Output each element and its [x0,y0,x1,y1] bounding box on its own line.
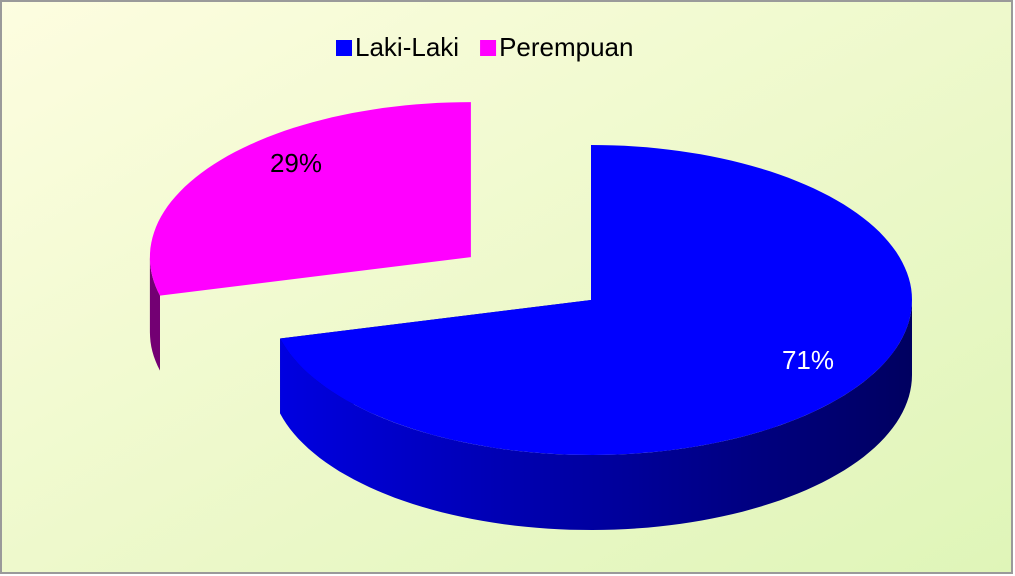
legend-swatch [336,40,352,56]
slice-top [149,102,471,296]
legend-label: Laki-Laki [355,32,459,62]
pie-slice [149,102,471,371]
slice-top [280,145,913,455]
slice-side [149,257,160,371]
data-label: 29% [270,148,322,178]
slice-side [280,300,913,530]
legend-label: Perempuan [499,32,633,62]
pie-slice [280,145,913,530]
legend-swatch [480,40,497,56]
data-label: 71% [782,345,834,375]
